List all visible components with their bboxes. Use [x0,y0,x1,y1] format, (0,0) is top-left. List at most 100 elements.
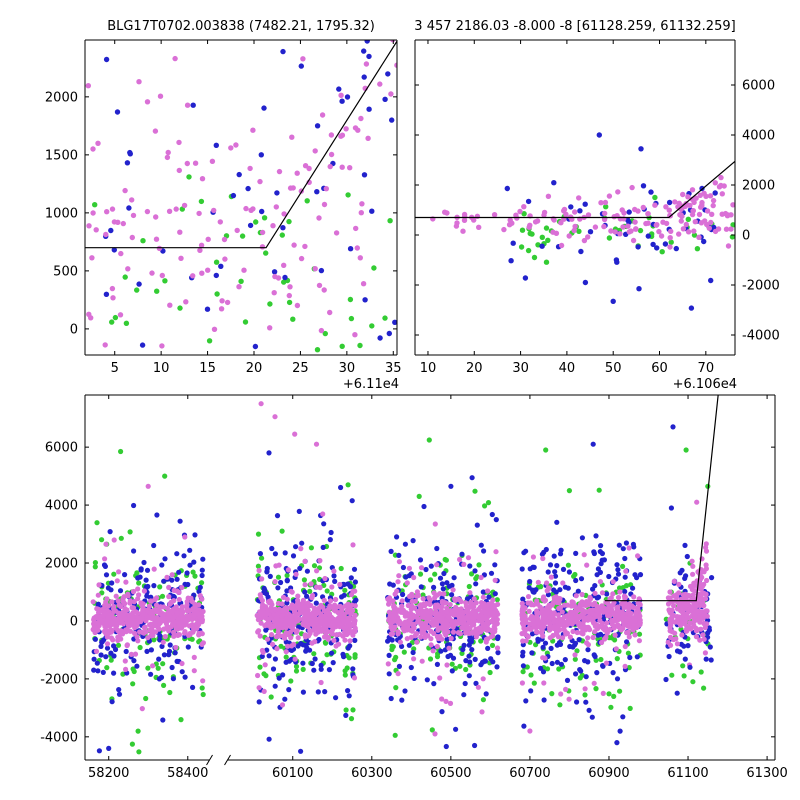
data-point [600,690,606,697]
data-point [545,569,551,575]
data-point [336,86,342,92]
data-point [593,533,599,539]
data-point [152,128,159,134]
data-point [198,198,205,205]
data-point [167,302,173,308]
data-point [257,633,263,639]
data-point [318,662,324,669]
data-point [574,629,580,636]
data-point [98,652,104,658]
data-point [174,588,180,594]
data-point [560,635,566,641]
data-point [359,201,365,207]
data-point [189,616,195,623]
data-point [622,555,628,562]
data-point [432,571,438,577]
data-point [604,591,610,597]
data-point [691,199,697,206]
data-point [421,503,427,510]
data-point [420,592,426,598]
data-point [564,677,571,684]
data-point [141,588,147,594]
data-point [703,566,710,572]
data-point [339,613,345,620]
data-point [434,562,440,568]
data-point [112,608,119,614]
data-point [431,630,437,637]
data-point [282,274,288,281]
data-point-outlier [614,740,620,746]
scatter-points [85,40,397,353]
data-point [241,267,247,273]
data-point [521,625,527,632]
data-point [289,643,295,649]
data-point [627,605,633,611]
data-point [284,596,290,602]
data-point [314,568,320,574]
data-point [570,628,576,635]
data-point [703,591,709,598]
axis-break-mark [224,754,231,766]
data-point [665,601,672,607]
data-point [184,102,191,108]
data-point [280,672,286,678]
data-point [104,611,110,618]
data-point [692,613,698,619]
data-point [200,691,206,698]
data-point [331,637,337,644]
data-point [262,662,268,668]
data-point [580,602,586,608]
data-point [95,601,101,607]
data-point [388,91,394,97]
data-point [184,608,190,614]
data-point [270,666,277,672]
data-point [301,577,307,583]
data-point [85,83,92,89]
data-point [560,580,566,586]
data-point [110,295,116,301]
data-point [658,233,665,239]
data-point [306,617,312,623]
data-point [347,643,353,649]
data-point-outlier [139,342,146,348]
data-point [626,209,632,215]
data-point [346,693,352,699]
data-point [552,573,559,579]
data-point [654,222,660,228]
data-point [634,575,640,581]
data-point [327,537,333,543]
data-point [623,583,630,589]
data-point [102,563,108,570]
data-point [297,565,303,572]
data-point [284,577,290,583]
data-point [656,228,662,235]
data-point [270,223,276,229]
data-point [346,655,352,661]
data-point [709,211,715,217]
data-point [242,319,249,325]
axis-break-mark [206,754,213,766]
data-point [352,603,358,609]
data-point [411,625,417,631]
data-point [213,142,219,148]
data-point [284,588,290,594]
data-point [144,593,150,599]
data-point [572,652,578,658]
data-point [690,679,696,685]
data-point [462,680,468,687]
data-point [135,586,141,592]
data-point [534,598,540,604]
data-point [622,588,628,595]
data-point [637,601,643,607]
data-point [572,223,578,230]
data-point [457,556,463,563]
data-point [342,637,348,643]
data-point [444,605,450,611]
data-point [604,620,610,626]
data-point [459,551,465,557]
data-point [666,653,672,660]
data-point [535,638,541,644]
data-point [457,663,463,669]
data-point [594,572,600,578]
data-point [104,665,110,671]
